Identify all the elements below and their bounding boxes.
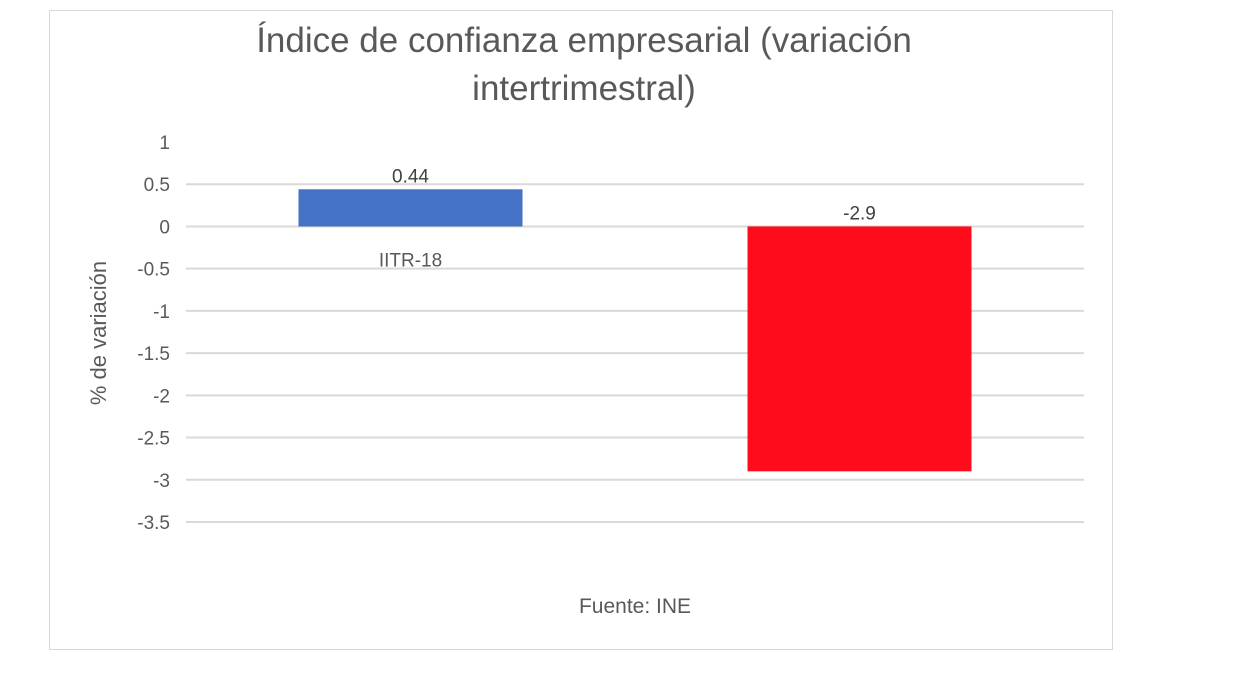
bars [299,189,972,471]
category-labels: IITR-18 [379,250,442,271]
y-tick-label: 1 [159,133,170,154]
y-tick-label: -1 [153,302,170,323]
y-tick-label: -1.5 [137,344,170,365]
bar [748,226,972,471]
y-axis-title: % de variación [86,261,111,405]
y-tick-label: -2.5 [137,429,170,450]
data-label: 0.44 [392,166,429,187]
y-tick-label: -0.5 [137,260,170,281]
bar [299,189,523,226]
category-label: IITR-18 [379,250,442,271]
source-annotation: Fuente: INE [579,595,691,618]
data-label: -2.9 [843,203,876,224]
y-tick-label: 0.5 [144,175,170,196]
y-tick-label: 0 [159,217,170,238]
y-tick-label: -2 [153,386,170,407]
y-axis-ticks: 1 0.5 0 -0.5 -1 -1.5 -2 -2.5 -3 -3.5 [137,133,170,534]
y-tick-label: -3.5 [137,513,170,534]
y-tick-label: -3 [153,471,170,492]
